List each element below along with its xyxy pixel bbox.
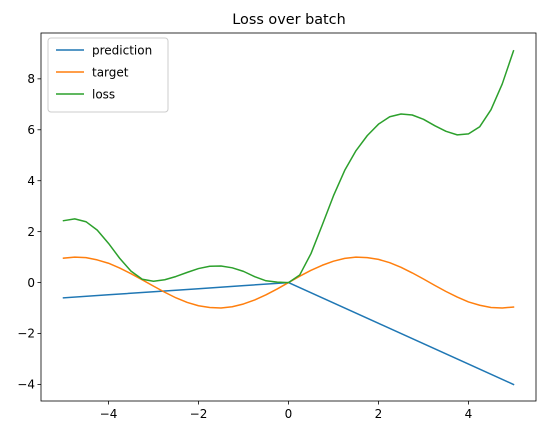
legend: prediction target loss bbox=[47, 37, 169, 113]
x-tick-label: 4 bbox=[465, 407, 473, 421]
y-tick-label: −2 bbox=[17, 327, 35, 341]
chart-title: Loss over batch bbox=[232, 12, 345, 28]
y-tick-label: 6 bbox=[27, 123, 35, 137]
legend-label-loss: loss bbox=[92, 87, 115, 101]
legend-label-target: target bbox=[92, 65, 129, 79]
x-tick-label: 2 bbox=[375, 407, 383, 421]
y-tick-label: 4 bbox=[27, 174, 35, 188]
x-tick-label: −4 bbox=[100, 407, 118, 421]
y-tick-label: −4 bbox=[17, 378, 35, 392]
y-tick-label: 8 bbox=[27, 72, 35, 86]
series-line-prediction bbox=[62, 281, 515, 386]
axes: −4 −2 0 2 4 −4 −2 0 2 4 6 8 bbox=[17, 32, 537, 421]
x-tick-label: −2 bbox=[190, 407, 208, 421]
y-tick-label: 2 bbox=[27, 225, 35, 239]
legend-label-prediction: prediction bbox=[92, 43, 152, 57]
plot-area bbox=[62, 49, 515, 386]
x-tick-label: 0 bbox=[285, 407, 293, 421]
y-tick-label: 0 bbox=[27, 276, 35, 290]
series-line-loss bbox=[62, 49, 515, 284]
